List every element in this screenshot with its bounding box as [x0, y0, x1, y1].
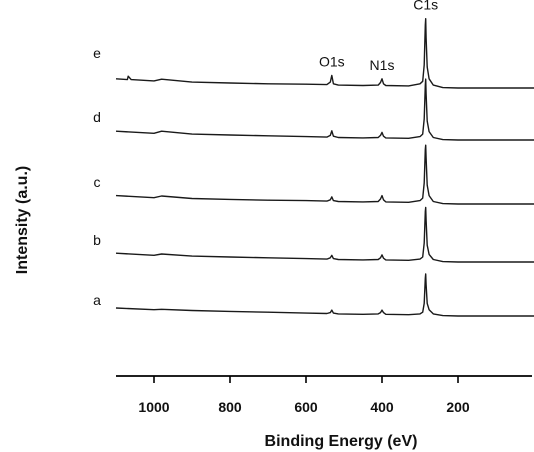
series-label-a: a	[93, 292, 101, 308]
peak-label-c1s: C1s	[413, 0, 438, 13]
x-tick-label-200: 200	[446, 399, 470, 415]
series-label-b: b	[93, 232, 101, 248]
peak-labels-group: O1s N1s C1s	[319, 0, 438, 73]
series-labels-group: a b c d e	[93, 45, 101, 308]
spectra-group	[115, 18, 534, 317]
x-tick-label-400: 400	[370, 399, 394, 415]
spectrum-line-e	[115, 18, 534, 89]
y-axis-title: Intensity (a.u.)	[14, 166, 31, 274]
series-label-e: e	[93, 45, 101, 61]
series-label-c: c	[94, 174, 101, 190]
peak-label-n1s: N1s	[370, 57, 395, 73]
spectrum-line-d	[115, 78, 534, 141]
x-axis-ticks: 1000 800 600 400 200	[138, 376, 470, 415]
spectrum-line-a	[115, 273, 534, 317]
spectrum-line-b	[115, 206, 534, 263]
x-tick-label-600: 600	[294, 399, 318, 415]
peak-label-o1s: O1s	[319, 53, 345, 69]
series-label-d: d	[93, 109, 101, 125]
x-tick-label-800: 800	[218, 399, 242, 415]
x-axis-title: Binding Energy (eV)	[265, 433, 418, 450]
x-tick-label-1000: 1000	[138, 399, 169, 415]
spectrum-line-c	[115, 144, 534, 205]
